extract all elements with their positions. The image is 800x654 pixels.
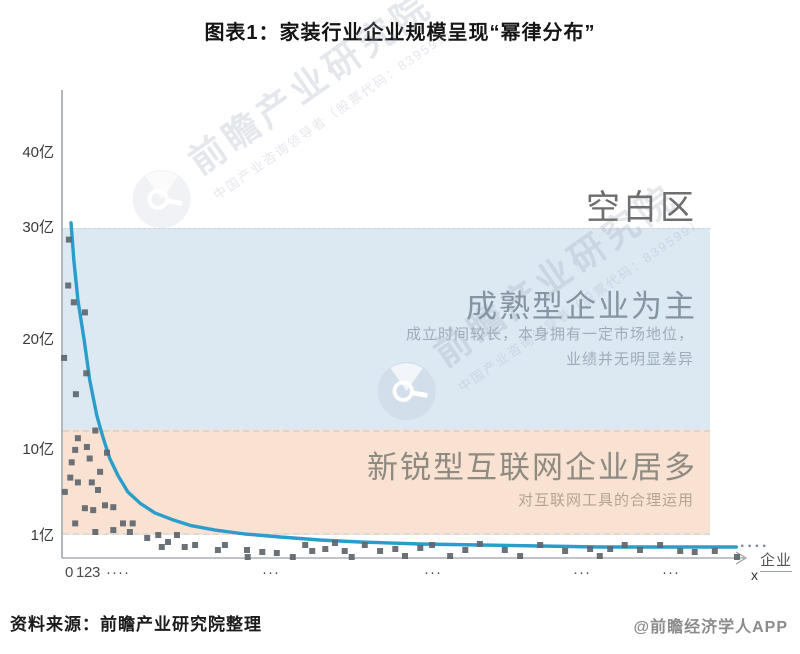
mature-zone-label: 成熟型企业为主 xyxy=(466,289,697,324)
scatter-point xyxy=(734,554,740,560)
watermark-logo-icon xyxy=(132,169,191,228)
scatter-point xyxy=(429,542,436,548)
x-tick-label: 3 xyxy=(92,564,102,581)
scatter-point xyxy=(244,554,251,560)
x-tick-label: ···· xyxy=(106,564,130,581)
scatter-point xyxy=(302,542,309,548)
scatter-point xyxy=(289,554,296,560)
scatter-point xyxy=(165,539,171,545)
scatter-point xyxy=(221,542,228,548)
y-tick-label: 30亿 xyxy=(22,219,54,236)
scatter-point xyxy=(711,548,718,554)
scatter-point xyxy=(637,547,643,553)
x-tick-label: ··· xyxy=(573,564,591,581)
x-axis-arrow-icon xyxy=(735,551,748,565)
x-tick-label: ··· xyxy=(262,564,280,581)
x-tick-label: 2 xyxy=(84,564,94,581)
scatter-point xyxy=(322,546,329,552)
scatter-point xyxy=(392,546,399,552)
scatter-point xyxy=(417,545,424,551)
scatter-point xyxy=(537,542,544,548)
scatter-point xyxy=(332,540,338,546)
internet-zone-subtext: 对互联网工具的合理运用 xyxy=(517,492,694,509)
scatter-point xyxy=(244,547,250,553)
credit-note: @前瞻经济学人APP xyxy=(633,619,788,636)
chart-title: 图表1：家装行业企业规模呈现“幂律分布” xyxy=(204,22,596,44)
source-note: 资料来源：前瞻产业研究院整理 xyxy=(10,615,262,634)
scatter-point xyxy=(596,553,603,559)
scatter-point xyxy=(657,542,664,548)
scatter-point xyxy=(691,549,698,555)
scatter-point xyxy=(517,553,524,559)
x-tick-label: 0 xyxy=(65,564,75,581)
x-tick-label: ··· xyxy=(424,564,442,581)
x-axis-symbol: x xyxy=(751,567,758,583)
y-tick-label: 1亿 xyxy=(30,527,54,544)
mature-zone-subtext-1: 成立时间较长，本身拥有一定市场地位， xyxy=(405,326,694,343)
scatter-point xyxy=(587,546,594,552)
scatter-point xyxy=(348,554,355,560)
x-tick-label: 1 xyxy=(76,564,86,581)
scatter-point xyxy=(273,550,280,556)
y-tick-label: 10亿 xyxy=(22,441,54,458)
scatter-point xyxy=(259,549,266,555)
scatter-point xyxy=(621,542,628,548)
scatter-point xyxy=(476,541,483,547)
scatter-point xyxy=(562,548,569,554)
watermark: 前瞻产业研究院 中国产业咨询领导者（股票代码：839599） xyxy=(114,0,461,247)
scatter-point xyxy=(462,547,469,553)
scatter-point xyxy=(501,547,508,553)
scatter-point xyxy=(607,546,614,552)
scatter-point xyxy=(181,544,188,550)
scatter-point xyxy=(309,548,316,554)
internet-zone-label: 新锐型互联网企业居多 xyxy=(367,450,697,485)
x-tick-label: ··· xyxy=(662,564,680,581)
scatter-point xyxy=(361,542,368,548)
x-axis-title: 企业 xyxy=(760,549,793,572)
scatter-point xyxy=(144,535,151,541)
scatter-point xyxy=(677,548,684,554)
blank-zone-label: 空白区 xyxy=(586,189,697,227)
scatter-point xyxy=(158,544,165,550)
scatter-point xyxy=(341,548,348,554)
y-tick-label: 40亿 xyxy=(22,144,54,161)
y-tick-label: 20亿 xyxy=(22,331,54,348)
scatter-point xyxy=(192,542,199,548)
scatter-point xyxy=(214,547,221,553)
mature-zone-subtext-2: 业绩并无明显差异 xyxy=(565,351,694,368)
scatter-point xyxy=(402,553,408,559)
scatter-point xyxy=(377,548,384,554)
scatter-point xyxy=(447,553,454,559)
